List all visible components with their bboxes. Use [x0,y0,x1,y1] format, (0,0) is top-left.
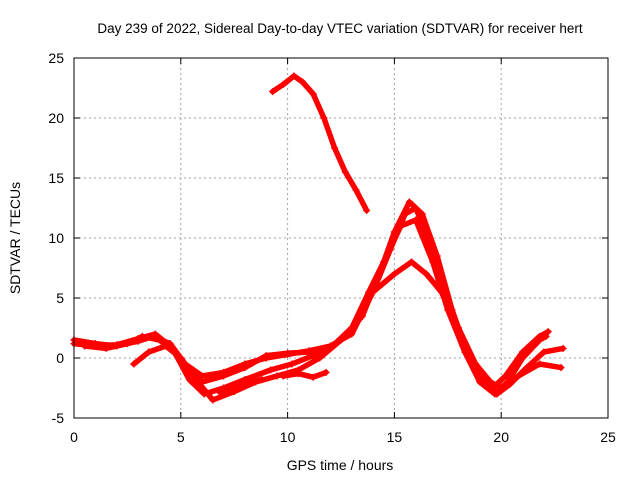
data-point [422,270,430,278]
data-point [294,370,302,378]
data-point [412,216,420,224]
data-point [145,348,153,356]
data-point [299,78,307,86]
data-point [352,186,360,194]
x-axis-label: GPS time / hours [287,457,394,473]
y-axis-label: SDTVAR / TECUs [7,182,23,294]
data-point [102,344,110,352]
data-point [279,80,287,88]
chart-title: Day 239 of 2022, Sidereal Day-to-day VTE… [97,21,582,36]
data-point [331,144,339,152]
y-tick-label: 15 [48,170,64,186]
data-point [358,312,366,320]
data-point [130,360,138,368]
data-point [245,378,253,386]
y-tick-label: 0 [56,350,64,366]
data-point [209,396,217,404]
data-point [279,372,287,380]
data-point [407,258,415,266]
data-point [465,354,473,362]
data-point [288,360,296,368]
data-point [267,366,275,374]
data-point [536,360,544,368]
data-point [557,364,565,372]
data-point [220,372,228,380]
data-point [429,258,437,266]
data-point [185,376,193,384]
data-point [320,114,328,122]
data-point [480,378,488,386]
series-line-4 [131,199,566,403]
data-point [405,198,413,206]
data-point [523,364,531,372]
data-point [81,342,89,350]
x-tick-label: 10 [280,429,296,445]
y-tick-label: 10 [48,230,64,246]
data-point [194,378,202,386]
data-point [493,390,501,398]
x-tick-label: 20 [493,429,509,445]
data-point [544,328,552,336]
data-point [262,352,270,360]
y-tick-label: 5 [56,290,64,306]
axis-ticks: 0 5 10 15 20 25 -5 0 5 10 15 20 25 [48,50,616,445]
data-point [284,349,292,357]
data-series-group [70,72,567,404]
data-point [501,372,509,380]
data-point [241,364,249,372]
data-point [437,288,445,296]
data-point [138,332,146,340]
y-tick-label: 25 [48,50,64,66]
x-tick-label: 0 [70,429,78,445]
x-tick-label: 25 [600,429,616,445]
series-line-7 [216,376,265,395]
data-point [123,340,131,348]
data-point [309,373,317,381]
data-point [273,372,281,380]
x-tick-label: 15 [387,429,403,445]
data-point [269,88,277,96]
data-point [230,384,238,392]
y-tick-label: 20 [48,110,64,126]
data-point [162,342,170,350]
data-point [506,380,514,388]
data-point [215,388,223,396]
data-point [390,228,398,236]
data-point [559,344,567,352]
data-point [519,354,527,362]
data-point [177,354,185,362]
data-point [341,168,349,176]
data-point [375,270,383,278]
data-point [337,336,345,344]
data-point [316,354,324,362]
data-point [448,306,456,314]
data-point [542,332,550,340]
y-tick-label: -5 [52,410,65,426]
data-point [155,336,163,344]
data-point [536,336,544,344]
data-point [198,372,206,380]
data-point [258,376,266,384]
data-point [309,90,317,98]
data-point [540,348,548,356]
data-point [433,252,441,260]
series-line-5 [269,73,370,214]
series-line-6 [280,369,329,380]
data-point [418,210,426,218]
data-point [290,72,298,80]
data-point [309,352,317,360]
data-point [363,206,371,214]
data-point [322,368,330,376]
data-point [390,270,398,278]
x-tick-label: 5 [177,429,185,445]
